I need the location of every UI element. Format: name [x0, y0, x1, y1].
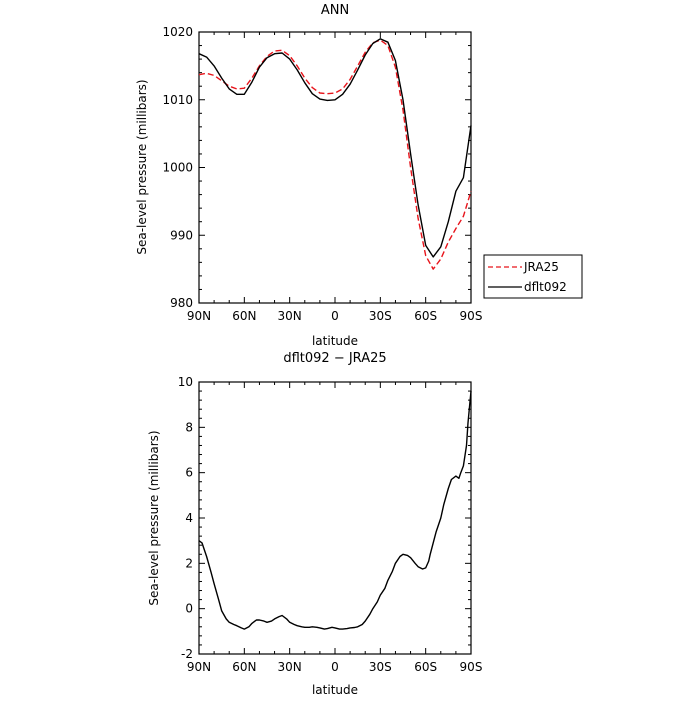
- y-ticks: -2 0 2 4 6 8 10: [178, 375, 471, 661]
- series-line-diff-0: [198, 391, 472, 630]
- x-tick-label: 30S: [369, 660, 392, 674]
- y-tick-label: 1000: [162, 161, 193, 175]
- y-tick-label: 0: [185, 602, 193, 616]
- plot-frame: [198, 31, 472, 304]
- plot-frame: [198, 381, 472, 655]
- y-tick-label: -2: [181, 647, 193, 661]
- x-tick-label: 90S: [460, 309, 483, 323]
- series-line-JRA25: [198, 39, 472, 270]
- x-tick-label: 0: [331, 309, 339, 323]
- series-lines: [198, 38, 472, 270]
- y-tick-label: 1010: [162, 93, 193, 107]
- y-axis-title: Sea-level pressure (millibars): [147, 430, 161, 605]
- y-tick-label: 6: [185, 466, 193, 480]
- x-tick-label: 90S: [460, 660, 483, 674]
- y-tick-label: 4: [185, 511, 193, 525]
- series-lines: [198, 391, 472, 630]
- y-tick-label: 10: [178, 375, 193, 389]
- y-tick-label: 990: [170, 228, 193, 242]
- y-tick-label: 2: [185, 556, 193, 570]
- chart-title: ANN: [321, 3, 349, 18]
- y-tick-label: 8: [185, 420, 193, 434]
- x-tick-label: 30S: [369, 309, 392, 323]
- x-tick-label: 60N: [232, 660, 256, 674]
- x-tick-label: 60N: [232, 309, 256, 323]
- x-tick-label: 90N: [187, 309, 211, 323]
- x-ticks: 90N 60N 30N 0 30S 60S 90S: [187, 382, 483, 674]
- x-tick-label: 30N: [278, 309, 302, 323]
- x-axis-title: latitude: [312, 683, 358, 697]
- x-tick-label: 90N: [187, 660, 211, 674]
- x-tick-label: 60S: [414, 660, 437, 674]
- legend-box: [483, 254, 583, 299]
- x-axis-title: latitude: [312, 334, 358, 348]
- legend-label-dflt092: dflt092: [524, 280, 567, 294]
- chart-title: dflt092 − JRA25: [283, 351, 386, 366]
- y-ticks: 980 990 1000 1010 1020: [162, 25, 471, 310]
- y-tick-label: 980: [170, 296, 193, 310]
- x-tick-label: 30N: [278, 660, 302, 674]
- x-tick-label: 0: [331, 660, 339, 674]
- series-line-dflt092: [198, 38, 472, 258]
- chart-panel-bottom: dflt092 − JRA25 -2 0 2 4 6 8 10 90N 60N 30N 0 30S 6…: [147, 351, 482, 697]
- legend-label-jra25: JRA25: [523, 260, 559, 274]
- x-tick-label: 60S: [414, 309, 437, 323]
- legend: JRA25 dflt092: [483, 254, 583, 299]
- y-tick-label: 1020: [162, 25, 193, 39]
- x-ticks: 90N 60N 30N 0 30S 60S 90S: [187, 32, 483, 323]
- y-axis-title: Sea-level pressure (millibars): [135, 79, 149, 254]
